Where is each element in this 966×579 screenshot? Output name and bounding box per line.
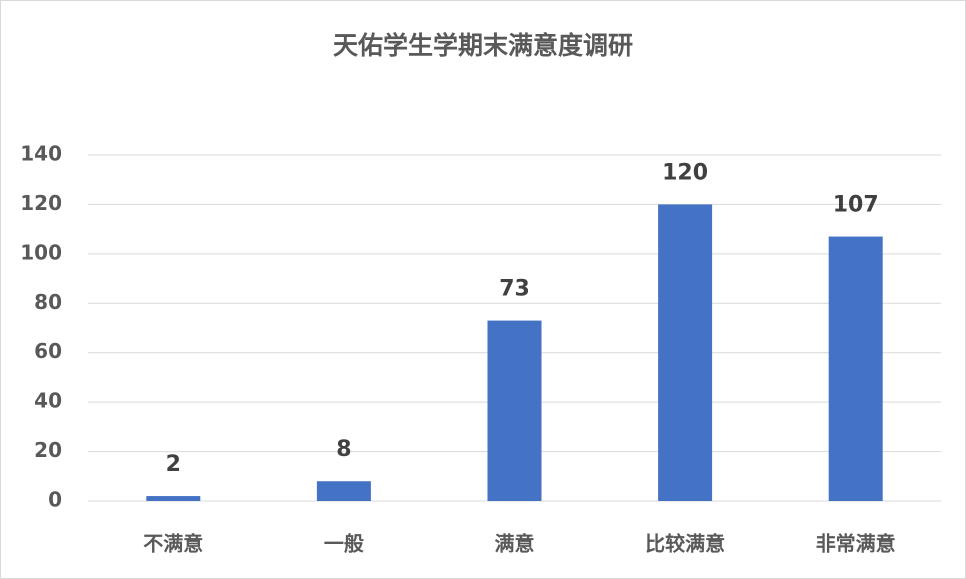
y-tick-label: 120 [20,191,62,215]
x-tick-label: 满意 [495,532,535,556]
y-tick-label: 0 [48,488,62,512]
data-label: 8 [336,437,351,462]
bar [828,236,883,502]
y-tick-label: 140 [20,142,62,166]
data-label: 120 [662,160,708,185]
x-tick-label: 一般 [324,532,364,556]
x-tick-label: 比较满意 [645,532,725,556]
bar [316,481,371,501]
y-tick-label: 100 [20,240,62,264]
data-label: 73 [499,277,530,302]
data-label: 2 [166,452,181,477]
bar [658,204,713,501]
bar [487,320,542,501]
x-tick-label: 不满意 [143,532,203,556]
bar [146,496,201,501]
y-tick-label: 40 [34,389,62,413]
data-label: 107 [833,193,879,218]
y-tick-label: 20 [34,438,62,462]
x-tick-label: 非常满意 [816,532,896,556]
y-tick-label: 60 [34,339,62,363]
chart-title: 天佑学生学期末满意度调研 [333,31,633,60]
y-tick-label: 80 [34,290,62,314]
